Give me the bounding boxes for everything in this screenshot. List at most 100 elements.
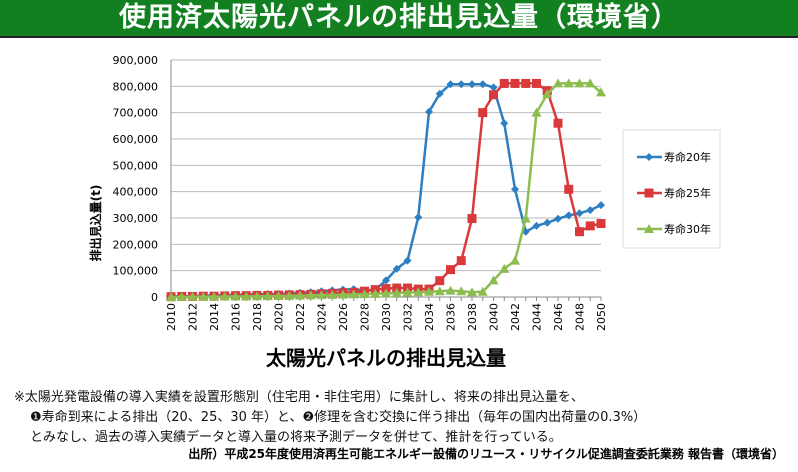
data-point bbox=[262, 291, 273, 301]
data-point bbox=[413, 287, 424, 297]
data-point bbox=[446, 80, 455, 89]
x-tick-label: 2028 bbox=[359, 303, 372, 331]
legend-label: 寿命30年 bbox=[664, 222, 711, 236]
data-point bbox=[478, 108, 488, 118]
data-point bbox=[467, 214, 477, 224]
x-tick-label: 2014 bbox=[208, 303, 221, 331]
data-point bbox=[359, 289, 370, 299]
data-point bbox=[402, 287, 413, 297]
data-point bbox=[586, 206, 595, 215]
data-point bbox=[553, 118, 563, 128]
data-point bbox=[445, 285, 456, 295]
x-tick-label: 2036 bbox=[445, 303, 458, 331]
data-point bbox=[166, 292, 176, 301]
data-point bbox=[554, 214, 562, 223]
x-tick-label: 2032 bbox=[402, 303, 415, 331]
data-point bbox=[391, 288, 402, 298]
x-tick-label: 2038 bbox=[466, 303, 479, 331]
data-point bbox=[542, 88, 553, 98]
series-2 bbox=[166, 78, 606, 301]
data-point bbox=[477, 286, 488, 296]
x-tick-label: 2042 bbox=[509, 303, 522, 331]
line-chart: 0 100,000 200,000 300,000 400,000 500,000 600,… bbox=[88, 54, 721, 370]
y-tick-label: 600,000 bbox=[113, 133, 159, 146]
data-point bbox=[338, 289, 348, 299]
data-point bbox=[348, 289, 359, 299]
data-point bbox=[478, 80, 487, 89]
y-tick-label: 200,000 bbox=[113, 238, 159, 251]
y-tick-label: 300,000 bbox=[113, 212, 159, 225]
y-tick-label: 100,000 bbox=[113, 265, 159, 278]
y-tick-label: 800,000 bbox=[113, 80, 159, 93]
y-axis-label: 排出見込量(t) bbox=[88, 185, 103, 262]
data-point bbox=[370, 288, 381, 298]
data-point bbox=[564, 184, 574, 194]
data-point bbox=[520, 213, 531, 223]
y-tick-label: 500,000 bbox=[113, 159, 159, 172]
data-point bbox=[435, 89, 444, 98]
data-point bbox=[563, 78, 574, 88]
chart-title: 太陽光パネルの排出見込量 bbox=[266, 346, 506, 370]
data-point bbox=[230, 291, 241, 301]
x-tick-label: 2018 bbox=[251, 303, 264, 331]
data-point bbox=[467, 287, 477, 297]
data-point bbox=[219, 291, 230, 301]
data-point bbox=[446, 265, 455, 275]
data-point bbox=[403, 256, 412, 265]
data-point bbox=[499, 263, 510, 273]
data-point bbox=[305, 290, 316, 300]
legend-label: 寿命25年 bbox=[664, 186, 711, 200]
data-point bbox=[510, 255, 520, 265]
data-point bbox=[425, 107, 433, 116]
data-point bbox=[392, 264, 401, 273]
note-line-1: ※太陽光発電設備の導入実績を設置形態別（住宅用・非住宅用）に集計し、将来の排出見… bbox=[14, 390, 584, 405]
data-point bbox=[457, 80, 466, 89]
page-title-banner: 使用済太陽光パネルの排出見込量（環境省） bbox=[0, 0, 798, 38]
data-point bbox=[456, 286, 467, 296]
data-point bbox=[382, 276, 390, 285]
data-point bbox=[489, 90, 498, 100]
x-tick-label: 2022 bbox=[294, 303, 307, 331]
x-tick-label: 2034 bbox=[423, 303, 436, 331]
data-point bbox=[597, 201, 605, 210]
data-point bbox=[468, 80, 476, 89]
data-point bbox=[435, 276, 445, 286]
x-tick-label: 2040 bbox=[488, 303, 501, 331]
x-tick-label: 2048 bbox=[574, 303, 587, 331]
data-point bbox=[241, 291, 252, 301]
data-point bbox=[596, 219, 606, 229]
data-point bbox=[488, 275, 499, 285]
data-point bbox=[424, 286, 434, 296]
x-tick-label: 2026 bbox=[337, 303, 350, 331]
data-point bbox=[511, 185, 519, 194]
x-tick-label: 2046 bbox=[552, 303, 565, 331]
data-point bbox=[575, 209, 584, 218]
data-point bbox=[644, 224, 654, 233]
data-point bbox=[434, 286, 445, 296]
x-tick-label: 2010 bbox=[165, 303, 178, 331]
data-point bbox=[327, 289, 338, 299]
data-point bbox=[295, 290, 305, 300]
source-citation: 出所）平成25年度使用済再生可能エネルギー設備のリユース・リサイクル促進調査委託… bbox=[188, 447, 784, 461]
data-point bbox=[553, 78, 563, 88]
data-point bbox=[532, 221, 541, 230]
data-point bbox=[489, 83, 498, 92]
data-point bbox=[543, 218, 552, 227]
x-tick-label: 2024 bbox=[316, 303, 329, 331]
data-point bbox=[284, 290, 295, 300]
data-point bbox=[521, 78, 531, 88]
x-tick-label: 2044 bbox=[531, 303, 544, 331]
x-tick-label: 2050 bbox=[595, 303, 608, 331]
note-line-2: ❶寿命到来による排出（20、25、30 年）と、❷修理を含む交換に伴う排出（毎年… bbox=[30, 410, 647, 425]
data-point bbox=[198, 291, 209, 301]
y-tick-label: 900,000 bbox=[113, 54, 159, 67]
data-point bbox=[414, 213, 423, 222]
data-point bbox=[500, 119, 509, 128]
data-point bbox=[564, 211, 573, 220]
data-point bbox=[575, 227, 584, 237]
x-tick-label: 2030 bbox=[380, 303, 393, 331]
x-tick-label: 2016 bbox=[230, 303, 243, 331]
data-point bbox=[381, 288, 391, 298]
x-tick-label: 2012 bbox=[187, 303, 200, 331]
data-point bbox=[176, 291, 187, 301]
